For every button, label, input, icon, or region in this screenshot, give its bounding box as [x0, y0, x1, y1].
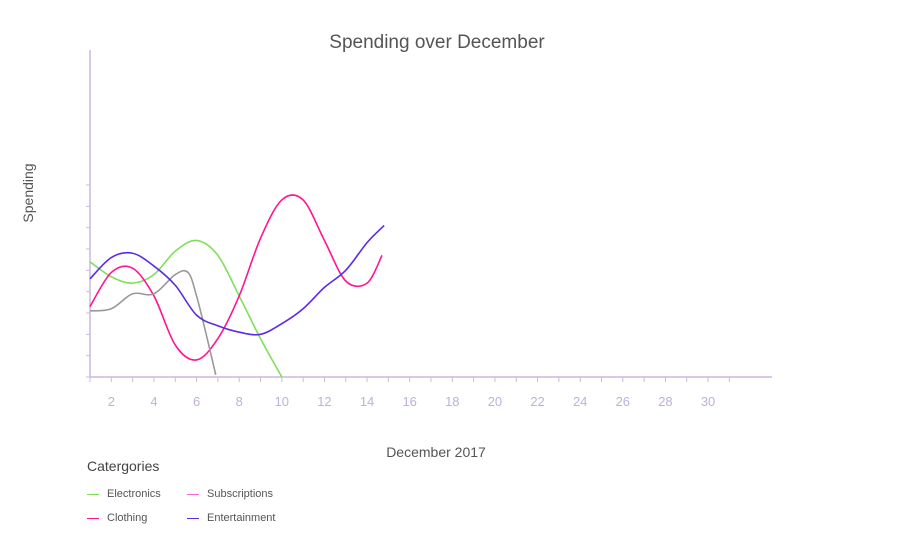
x-tick-label: 18 — [445, 394, 459, 409]
series-line-entertainment — [89, 224, 385, 336]
legend-swatch-entertainment — [187, 517, 199, 519]
x-tick-label: 24 — [573, 394, 587, 409]
legend-title: Catergories — [87, 458, 160, 474]
series-line-subscriptions — [89, 269, 217, 376]
x-tick-label: 12 — [317, 394, 331, 409]
x-axis-label: December 2017 — [386, 444, 486, 460]
x-tick-label: 28 — [658, 394, 672, 409]
legend-item-entertainment[interactable]: Entertainment — [187, 512, 307, 524]
legend-item-clothing[interactable]: Clothing — [87, 512, 187, 524]
legend: Catergories Electronics Subscriptions Cl… — [87, 458, 407, 524]
x-tick-label: 26 — [616, 394, 630, 409]
x-tick-label: 8 — [236, 394, 243, 409]
legend-swatch-clothing — [87, 517, 99, 519]
legend-grid: Electronics Subscriptions Clothing Enter… — [87, 488, 407, 524]
legend-label-entertainment: Entertainment — [207, 512, 276, 524]
y-axis-label: Spending — [20, 163, 36, 222]
x-tick-label: 30 — [701, 394, 715, 409]
legend-item-electronics[interactable]: Electronics — [87, 488, 187, 500]
x-tick-label: 20 — [488, 394, 502, 409]
legend-label-clothing: Clothing — [107, 512, 148, 524]
x-tick-label: 10 — [275, 394, 289, 409]
chart-title: Spending over December — [329, 32, 545, 53]
legend-label-subscriptions: Subscriptions — [207, 488, 274, 500]
legend-label-electronics: Electronics — [107, 488, 161, 500]
x-tick-label: 14 — [360, 394, 374, 409]
x-tick-label: 16 — [402, 394, 416, 409]
series-line-electronics — [89, 239, 283, 378]
legend-swatch-electronics — [87, 493, 99, 495]
legend-item-subscriptions[interactable]: Subscriptions — [187, 488, 307, 500]
x-tick-label: 6 — [193, 394, 200, 409]
axes: 2 4 6 8 10 12 14 16 18 20 22 24 26 28 30 — [86, 50, 772, 409]
x-tick-label: 22 — [530, 394, 544, 409]
legend-swatch-subscriptions — [187, 493, 199, 495]
x-tick-label: 2 — [108, 394, 115, 409]
series-line-clothing — [89, 194, 383, 361]
x-tick-label: 4 — [150, 394, 157, 409]
series-layer — [89, 194, 385, 378]
